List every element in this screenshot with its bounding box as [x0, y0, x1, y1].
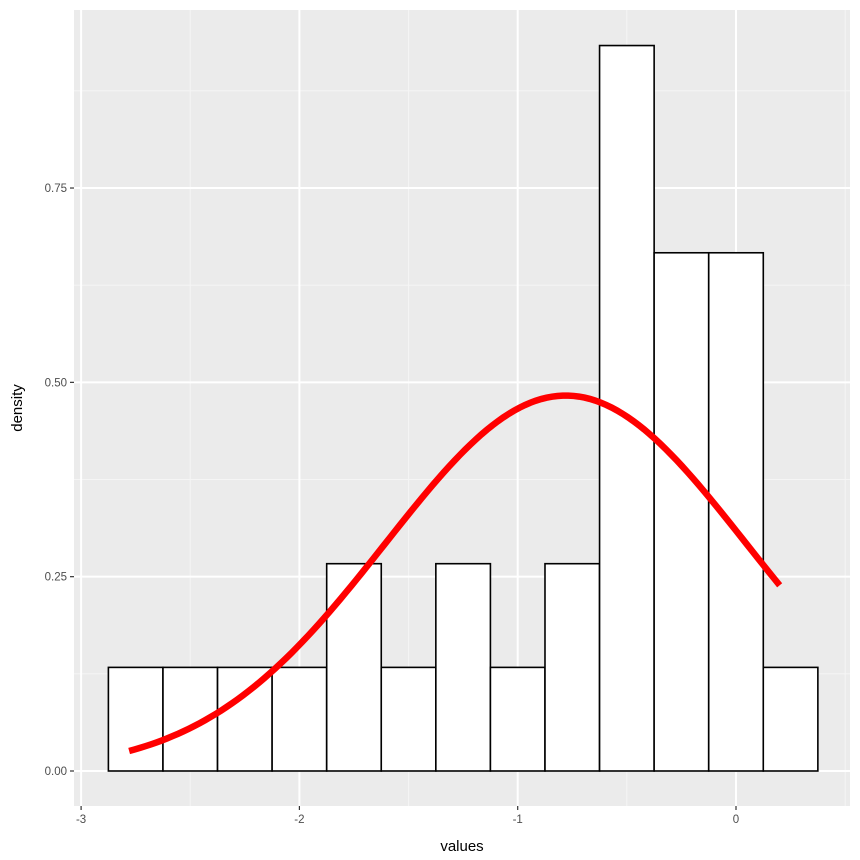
histogram-bar — [762, 666, 819, 772]
y-axis: 0.00 0.25 0.50 0.75 — [45, 183, 74, 778]
y-tick-label: 0.50 — [45, 377, 67, 389]
x-axis-title: values — [440, 838, 483, 855]
histogram-bar — [489, 666, 546, 772]
y-tick-label: 0.25 — [45, 572, 67, 584]
x-tick-label: -2 — [294, 814, 304, 826]
x-tick-label: -1 — [513, 814, 523, 826]
x-tick-label: 0 — [733, 814, 739, 826]
histogram-bar — [271, 666, 328, 772]
histogram-bar — [325, 562, 383, 772]
histogram-bar — [653, 251, 710, 772]
density-curve — [128, 392, 783, 755]
histogram-bars — [107, 44, 819, 772]
y-tick-label: 0.00 — [45, 766, 67, 778]
histogram-bar — [380, 666, 437, 772]
x-axis: -3 -2 -1 0 — [76, 806, 739, 826]
histogram-bar — [544, 562, 601, 772]
histogram-bar — [435, 562, 492, 772]
histogram-bar — [107, 666, 164, 772]
x-tick-label: -3 — [76, 814, 86, 826]
histogram-bar — [216, 666, 273, 772]
y-tick-label: 0.75 — [45, 183, 67, 195]
y-axis-title: density — [9, 384, 26, 432]
